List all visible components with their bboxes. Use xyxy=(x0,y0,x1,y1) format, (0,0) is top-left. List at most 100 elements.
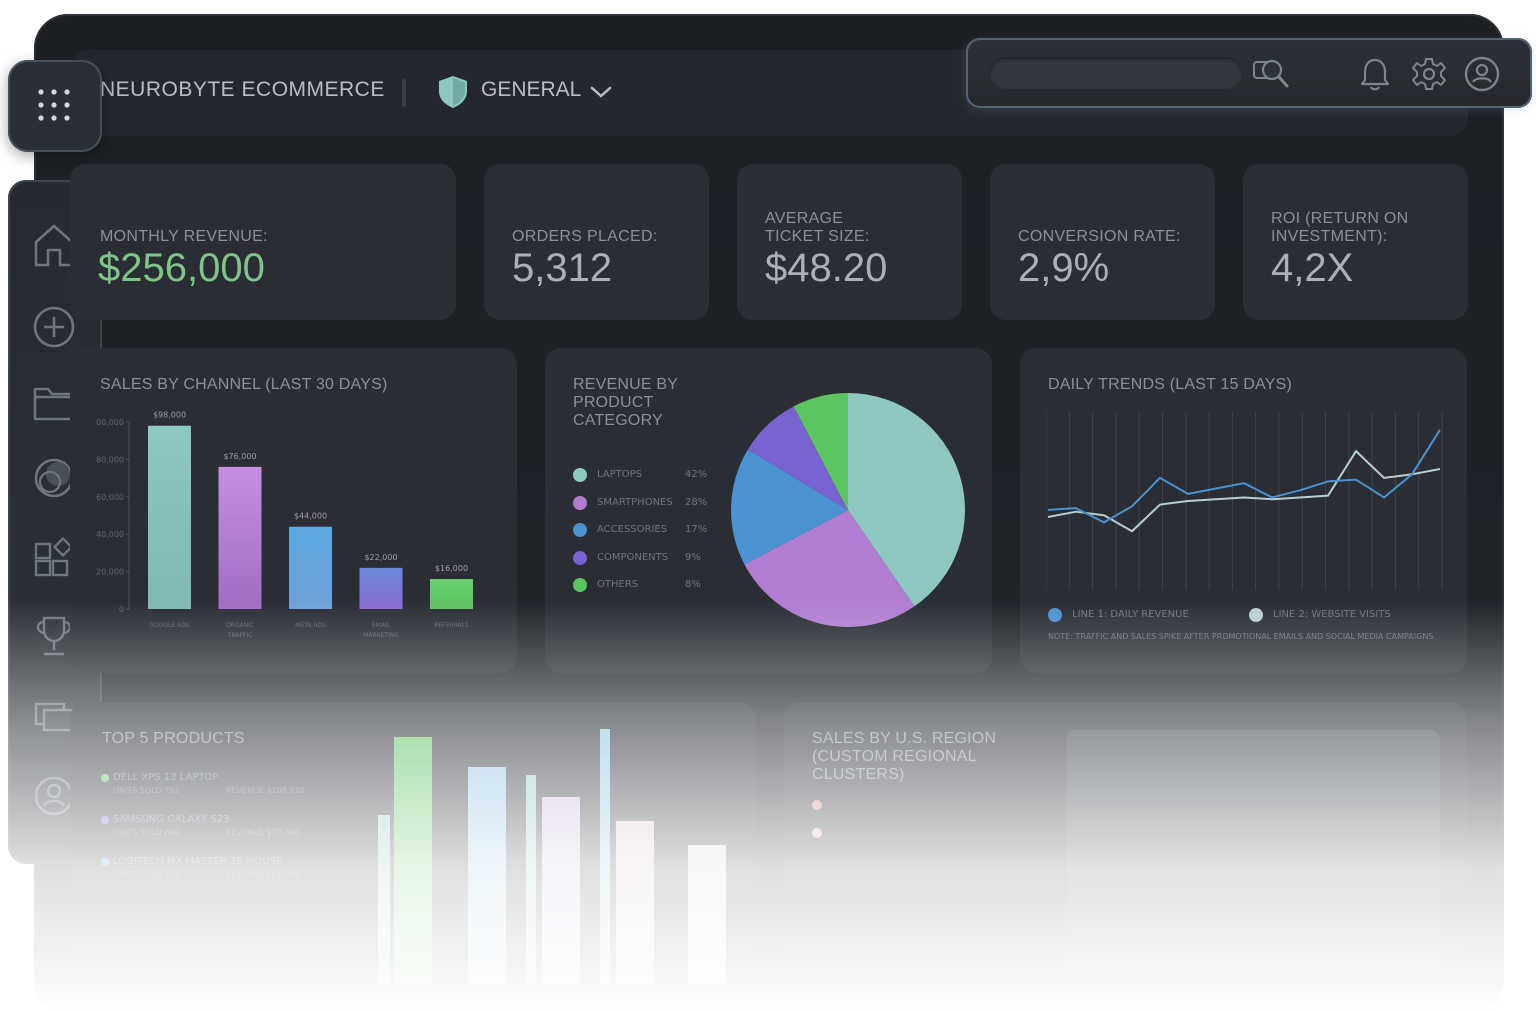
bar-data-label: $22,000 xyxy=(364,553,397,562)
x-tick-label: META ADS xyxy=(295,622,326,629)
legend-swatch xyxy=(573,578,587,592)
plus-circle-icon[interactable] xyxy=(32,305,76,349)
legend-value: 8% xyxy=(685,579,701,590)
gear-icon[interactable] xyxy=(1411,56,1447,92)
bell-icon[interactable] xyxy=(1358,56,1392,92)
legend-label: LAPTOPS xyxy=(597,469,643,480)
grid-icon[interactable] xyxy=(36,87,72,123)
pie-slice xyxy=(848,393,965,607)
y-tick-label: 40,000 xyxy=(96,530,124,539)
kpi-label: ROI (RETURN ON INVESTMENT): xyxy=(1271,210,1409,245)
y-tick-label: 0 xyxy=(119,605,124,614)
panel-title: REVENUE BY PRODUCT CATEGORY xyxy=(573,376,678,429)
legend-label: OTHERS xyxy=(597,579,639,590)
legend-value: 9% xyxy=(685,551,701,563)
kpi-card-orders xyxy=(484,164,709,320)
legend-swatch xyxy=(573,523,587,537)
kpi-card-conversion xyxy=(990,164,1215,320)
y-tick-label: 100,000 xyxy=(96,418,124,427)
kpi-label: CONVERSION RATE: xyxy=(1018,228,1181,245)
bar xyxy=(218,466,262,609)
product-name: SAMSUNG GALAXY S23 xyxy=(113,814,230,825)
bar-data-label: $44,000 xyxy=(294,512,327,521)
product-units: UNITS SOLD 600 xyxy=(113,828,180,837)
legend-value: 17% xyxy=(685,524,708,535)
legend-swatch xyxy=(573,468,587,482)
legend-label: COMPONENTS xyxy=(597,551,669,563)
product-dot xyxy=(101,774,109,782)
revenue-category-pie-chart xyxy=(731,393,965,627)
bar xyxy=(359,567,403,609)
pie-slice xyxy=(744,510,915,627)
bar xyxy=(148,425,191,609)
bar xyxy=(430,579,473,609)
legend-label-revenue: LINE 1: DAILY REVENUE xyxy=(1072,609,1189,620)
region-map xyxy=(1066,730,1440,990)
product-revenue: REVENUE $61,800 xyxy=(226,870,300,879)
kpi-label: ORDERS PLACED: xyxy=(512,228,658,245)
workspace-selector[interactable]: GENERAL xyxy=(481,78,582,101)
legend-label: ACCESSORIES xyxy=(597,524,668,535)
panel-title: DAILY TRENDS (LAST 15 DAYS) xyxy=(1048,376,1293,393)
search-icon[interactable] xyxy=(1252,56,1290,90)
kpi-value: 4,2X xyxy=(1271,246,1354,290)
x-tick-label: REFERRALS xyxy=(434,622,469,629)
region-legend-dot xyxy=(812,800,822,810)
y-tick-label: 20,000 xyxy=(96,568,124,577)
y-tick-label: 80,000 xyxy=(96,455,124,464)
y-tick-label: 60,000 xyxy=(96,493,124,502)
panel-title: SALES BY CHANNEL (LAST 30 DAYS) xyxy=(100,376,388,393)
sales-channel-bar-chart: 100,000 80,000 60,000 40,000 20,000 0 $98,000 G… xyxy=(96,411,473,639)
top-products-bars xyxy=(378,729,726,985)
search-input[interactable] xyxy=(989,57,1243,89)
x-tick-label: ORGANIC xyxy=(226,622,254,629)
kpi-value: 5,312 xyxy=(512,246,613,290)
bar xyxy=(289,526,332,609)
product-revenue: REVENUE $108,820 xyxy=(226,786,305,795)
legend-swatch-revenue xyxy=(1048,608,1062,622)
widgets-icon[interactable] xyxy=(32,536,76,580)
bar-data-label: $98,000 xyxy=(153,411,186,420)
region-legend-dot xyxy=(812,828,822,838)
legend-value: 28% xyxy=(685,496,708,508)
product-units: UNITS SOLD 612 xyxy=(113,870,180,879)
x-tick-label: GOOGLE ADS xyxy=(149,622,190,629)
x-tick-label: EMAIL xyxy=(372,622,391,629)
shield-icon xyxy=(439,76,467,108)
chart-note: NOTE: TRAFFIC AND SALES SPIKE AFTER PROM… xyxy=(1048,632,1434,641)
legend-label-visits: LINE 2: WEBSITE VISITS xyxy=(1273,609,1391,620)
kpi-card-monthly-revenue xyxy=(70,164,456,320)
bar-data-label: $76,000 xyxy=(223,452,256,461)
product-units: UNITS SOLD 752 xyxy=(113,786,180,795)
legend-swatch xyxy=(573,550,587,565)
product-dot xyxy=(101,816,109,824)
chevron-down-icon[interactable] xyxy=(588,82,614,102)
kpi-value: $256,000 xyxy=(98,246,265,290)
series-line xyxy=(1047,450,1441,533)
header-divider xyxy=(402,79,406,107)
panel-title: SALES BY U.S. REGION (CUSTOM REGIONAL CL… xyxy=(812,730,997,783)
daily-trends-line-chart xyxy=(1046,412,1443,590)
series-line xyxy=(1047,429,1441,524)
pie-slice xyxy=(731,449,848,565)
product-revenue: REVENUE $79,800 xyxy=(226,828,300,837)
kpi-label: AVERAGE TICKET SIZE: xyxy=(765,210,870,245)
home-icon[interactable] xyxy=(32,222,76,268)
legend-swatch-visits xyxy=(1249,608,1263,622)
legend-swatch xyxy=(573,495,587,510)
legend-value: 42% xyxy=(685,469,708,480)
product-name: LOGITECH MX MASTER 3S MOUSE xyxy=(113,856,283,867)
kpi-value: 2,9% xyxy=(1018,246,1110,290)
kpi-value: $48.20 xyxy=(765,246,888,290)
brand-name: NEUROBYTE ECOMMERCE xyxy=(100,78,385,101)
kpi-card-ticket-size xyxy=(737,164,962,320)
user-circle-icon[interactable] xyxy=(1463,55,1501,93)
x-tick-label: MARKETING xyxy=(363,632,399,639)
panel-title: TOP 5 PRODUCTS xyxy=(102,730,245,747)
pie-slice xyxy=(747,406,848,510)
product-dot xyxy=(101,858,109,866)
bar-data-label: $16,000 xyxy=(435,564,468,573)
kpi-label: MONTHLY REVENUE: xyxy=(100,228,268,245)
x-tick-label: TRAFFIC xyxy=(227,632,253,639)
pie-slice xyxy=(793,393,848,510)
